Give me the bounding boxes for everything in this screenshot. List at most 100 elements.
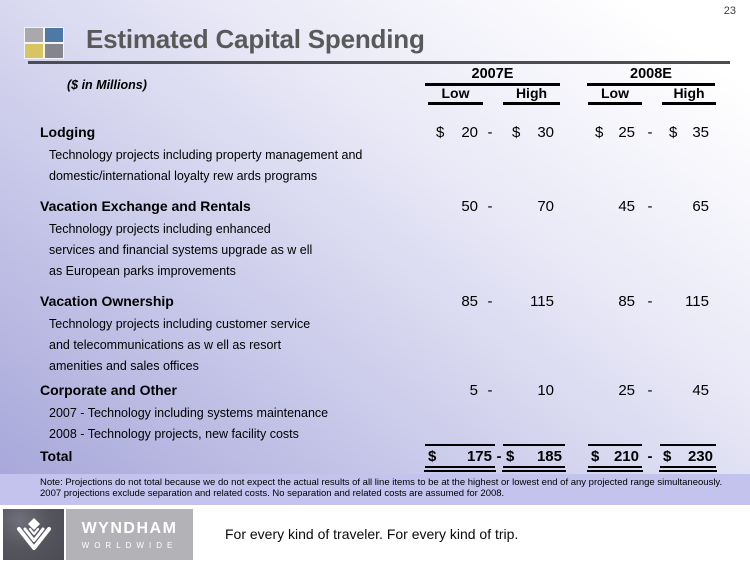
- row-description-line: services and financial systems upgrade a…: [49, 243, 313, 257]
- row-description-line: as European parks improvements: [49, 264, 236, 278]
- value: 20: [461, 124, 478, 141]
- total-2008-low: $210: [587, 444, 643, 472]
- range-dash: -: [487, 198, 493, 215]
- range-dash: -: [647, 382, 653, 399]
- row-label: Vacation Exchange and Rentals: [40, 198, 251, 214]
- header-rule-2008e: [587, 83, 715, 86]
- row-description: Technology projects including property m…: [49, 145, 362, 187]
- currency-symbol: $: [663, 448, 672, 465]
- title-divider: [28, 61, 730, 64]
- footnote-line-1: Note: Projections do not total because w…: [40, 477, 723, 488]
- logo-square-gold: [25, 44, 43, 58]
- footer: WYNDHAM WORLDWIDE For every kind of trav…: [0, 505, 750, 562]
- row-description: 2007 - Technology including systems main…: [49, 403, 328, 445]
- header-rule-2008-low: [588, 102, 642, 105]
- value: 185: [536, 448, 562, 465]
- row-description-line: and telecommunications as w ell as resor…: [49, 338, 282, 352]
- row-label: Lodging: [40, 124, 96, 140]
- value-2008-high: $35: [669, 124, 709, 141]
- value-2008-low: $25: [595, 124, 635, 141]
- range-dash: -: [647, 124, 653, 141]
- wyndham-emblem: [3, 509, 64, 560]
- row-label: Vacation Ownership: [40, 293, 174, 309]
- column-header-2007e: 2007E: [471, 66, 514, 82]
- currency-symbol: $: [595, 124, 604, 141]
- value: 65: [692, 198, 709, 215]
- row-description-line: Technology projects including enhanced: [49, 222, 271, 236]
- units-label: ($ in Millions): [67, 78, 147, 92]
- value-2008-high: 45: [669, 382, 709, 399]
- range-dash: -: [487, 124, 493, 141]
- total-2008-high: $230: [659, 444, 717, 472]
- value: 230: [687, 448, 713, 465]
- currency-symbol: $: [512, 124, 521, 141]
- header-rule-2007-high: [503, 102, 560, 105]
- column-header-2008-low: Low: [601, 85, 629, 101]
- value-2007-high: 70: [512, 198, 554, 215]
- column-header-2008-high: High: [673, 85, 705, 101]
- range-dash: -: [487, 382, 493, 399]
- total-2007-high: $185: [502, 444, 566, 472]
- row-description-line: Technology projects including customer s…: [49, 317, 311, 331]
- value: 175: [466, 448, 492, 465]
- value: 85: [618, 293, 635, 310]
- value: 25: [618, 124, 635, 141]
- row-description-line: Technology projects including property m…: [49, 148, 363, 162]
- row-description-line: domestic/international loyalty rew ards …: [49, 169, 318, 183]
- value-2007-high: $30: [512, 124, 554, 141]
- header-rule-2007e: [425, 83, 560, 86]
- value-2008-low: 25: [595, 382, 635, 399]
- row-description-line: amenities and sales offices: [49, 359, 199, 373]
- row-description: Technology projects including customer s…: [49, 314, 310, 377]
- value-2007-high: 115: [512, 293, 554, 310]
- value: 85: [461, 293, 478, 310]
- value: 25: [618, 382, 635, 399]
- total-2007-low: $175: [424, 444, 496, 472]
- footnote-band: Note: Projections do not total because w…: [0, 474, 750, 505]
- brand-name: WYNDHAM: [81, 519, 178, 537]
- brand-subtitle: WORLDWIDE: [81, 540, 178, 550]
- wyndham-wordmark: WYNDHAM WORLDWIDE: [66, 509, 193, 560]
- range-dash: -: [487, 293, 493, 310]
- header-rule-2008-high: [662, 102, 716, 105]
- value-2007-low: 85: [436, 293, 478, 310]
- value: 35: [692, 124, 709, 141]
- value: 45: [618, 198, 635, 215]
- currency-symbol: $: [591, 448, 600, 465]
- logo-square-gray: [25, 28, 43, 42]
- footnote-line-2: 2007 projections exclude separation and …: [40, 488, 505, 499]
- currency-symbol: $: [506, 448, 515, 465]
- row-label: Corporate and Other: [40, 382, 177, 398]
- value-2007-low: 50: [436, 198, 478, 215]
- value: 5: [469, 382, 478, 399]
- value-2007-low: $20: [436, 124, 478, 141]
- value-2008-high: 115: [669, 293, 709, 310]
- range-dash: -: [647, 198, 653, 215]
- value: 210: [613, 448, 639, 465]
- total-label: Total: [40, 448, 73, 464]
- value: 30: [537, 124, 554, 141]
- wyndham-w-icon: [16, 517, 51, 550]
- logo-square-darkgray: [45, 44, 63, 58]
- value: 45: [692, 382, 709, 399]
- four-squares-logo: [24, 27, 64, 59]
- currency-symbol: $: [669, 124, 678, 141]
- currency-symbol: $: [428, 448, 437, 465]
- value-2008-high: 65: [669, 198, 709, 215]
- tagline: For every kind of traveler. For every ki…: [225, 525, 519, 542]
- row-description: Technology projects including enhanced se…: [49, 219, 312, 282]
- row-description-line: 2007 - Technology including systems main…: [49, 406, 329, 420]
- page-title: Estimated Capital Spending: [86, 24, 425, 54]
- page-number: 23: [723, 5, 736, 17]
- row-description-line: 2008 - Technology projects, new facility…: [49, 427, 299, 441]
- value-2008-low: 45: [595, 198, 635, 215]
- column-header-2008e: 2008E: [630, 66, 672, 82]
- range-dash: -: [647, 293, 653, 310]
- value: 50: [461, 198, 478, 215]
- value: 10: [537, 382, 554, 399]
- column-header-2007-low: Low: [441, 85, 470, 101]
- value-2008-low: 85: [595, 293, 635, 310]
- range-dash: -: [647, 448, 653, 465]
- value: 115: [530, 293, 554, 310]
